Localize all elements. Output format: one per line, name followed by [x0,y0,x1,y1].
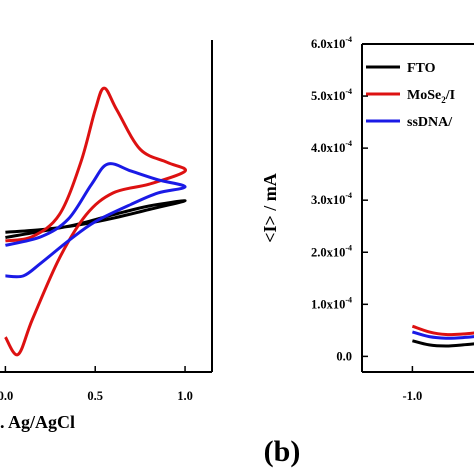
panel-a-curves [4,86,187,357]
panel-b-ytick-label: 4.0x10-4 [311,139,352,155]
panel-b-ytick-label: 1.0x10-4 [311,295,352,311]
panel-b-series-fto [412,339,474,348]
panel-b-series-ssdna [411,330,474,340]
panel-a-xlabel: . Ag/AgCl [0,412,75,432]
panel-b-label: (b) [264,435,301,468]
panel-b-ylabel: <I> / mA [260,173,280,243]
panel-b-ytick-label: 0.0 [336,349,352,363]
panel-b-series-mose2 [411,324,474,337]
panel-b: 0.0 1.0x10-4 2.0x10-4 3.0x10-4 4.0x10-4 5.0x1… [260,35,474,468]
panel-a-series-fto [5,199,187,239]
panel-b-xticks: -1.0 [403,366,423,403]
panel-a: 0.0 0.5 1.0 . Ag/AgCl [0,40,213,432]
panel-b-legend: FTO MoSe2/I ssDNA/ [366,61,455,130]
panel-a-series-mose2-fto [4,86,187,357]
legend-label: MoSe2/I [407,88,455,105]
panel-a-xtick-label: 0.5 [87,389,103,403]
panel-a-series-ssdna-mose2-fto [5,162,187,279]
panel-b-ytick-label: 3.0x10-4 [311,191,352,207]
panel-b-curves [411,324,474,348]
panel-b-yticks: 0.0 1.0x10-4 2.0x10-4 3.0x10-4 4.0x10-4 5.0x1… [311,35,368,363]
panel-b-ytick-label: 6.0x10-4 [311,35,352,51]
panel-a-xtick-label: 1.0 [177,389,193,403]
panel-b-ytick-label: 5.0x10-4 [311,87,352,103]
panel-b-ytick-label: 2.0x10-4 [311,243,352,259]
panel-a-xticks: 0.0 0.5 1.0 [0,366,193,403]
legend-label: ssDNA/ [407,115,453,130]
legend-label: FTO [407,61,436,76]
panel-b-xtick-label: -1.0 [403,389,423,403]
panel-a-xtick-label: 0.0 [0,389,13,403]
